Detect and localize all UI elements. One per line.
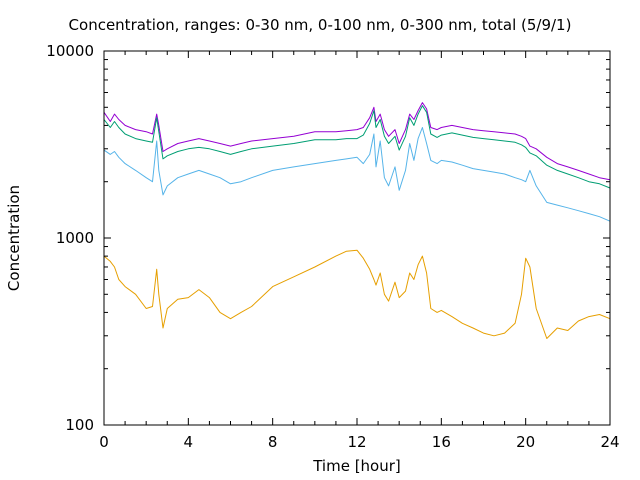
x-tick-label: 20: [516, 433, 535, 451]
plot-frame: [103, 50, 611, 426]
x-tick-label: 16: [432, 433, 451, 451]
series-line-4: [103, 249, 611, 339]
x-tick-label: 12: [347, 433, 366, 451]
chart-title: Concentration, ranges: 0-30 nm, 0-100 nm…: [68, 16, 572, 34]
series-line-2: [103, 105, 611, 189]
x-tick-label: 4: [184, 433, 194, 451]
x-tick-label: 24: [600, 433, 619, 451]
y-tick-label: 1000: [56, 229, 94, 247]
x-tick-label: 0: [99, 433, 109, 451]
series-line-3: [103, 127, 611, 222]
x-tick-label: 8: [268, 433, 278, 451]
series-line-1: [103, 102, 611, 181]
y-tick-label: 100: [65, 416, 94, 434]
y-tick-label: 10000: [46, 42, 94, 60]
x-axis-label: Time [hour]: [313, 457, 401, 475]
y-axis-label: Concentration: [5, 184, 23, 292]
